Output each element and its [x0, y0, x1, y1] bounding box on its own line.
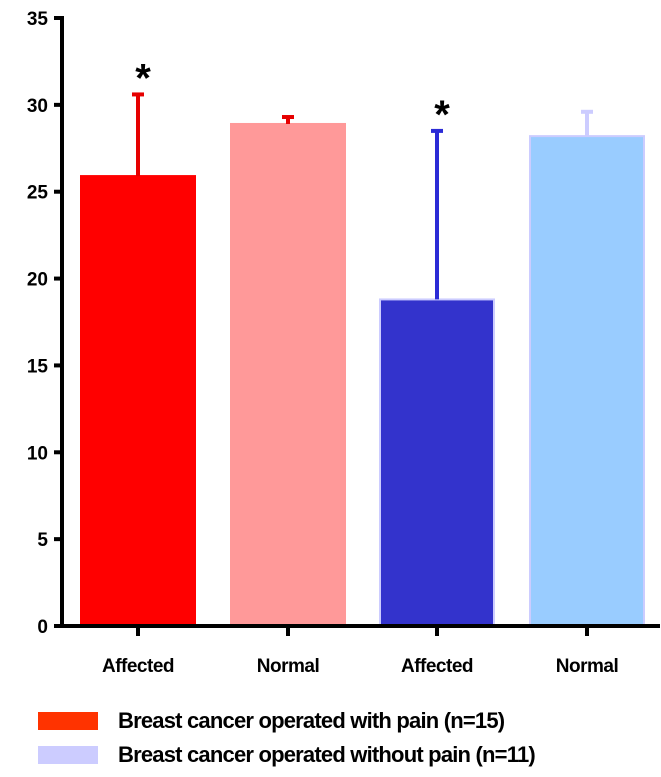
y-tick-label-10: 10	[27, 443, 48, 464]
y-tick-label-20: 20	[27, 270, 48, 291]
error-bars-layer	[132, 92, 593, 300]
bar-chart: * * 0 5 10 15 20 25 30 35 Affected Normal Affected No…	[27, 9, 660, 677]
bar-1	[80, 175, 196, 628]
legend-item-with-pain: Breast cancer operated with pain (n=15)	[38, 704, 535, 738]
x-tick-label-2: Normal	[257, 656, 319, 677]
legend-label-without-pain: Breast cancer operated without pain (n=1…	[118, 742, 536, 767]
legend-swatch-without-pain	[38, 746, 98, 764]
y-tick-label-25: 25	[27, 183, 49, 204]
bar-3	[379, 298, 495, 627]
y-tick-label-30: 30	[27, 96, 48, 117]
labels-layer: * * 0 5 10 15 20 25 30 35 Affected Normal Affected No…	[27, 9, 619, 677]
legend-label-with-pain: Breast cancer operated with pain (n=15)	[118, 708, 505, 733]
x-tick-label-4: Normal	[556, 656, 618, 677]
bar-4	[529, 135, 645, 628]
y-tick-label-5: 5	[37, 530, 48, 551]
bar-2	[230, 122, 346, 627]
bars-layer	[80, 122, 645, 628]
x-tick-label-1: Affected	[102, 656, 174, 677]
legend: Breast cancer operated with pain (n=15) …	[38, 704, 536, 772]
legend-item-without-pain: Breast cancer operated without pain (n=1…	[38, 738, 536, 772]
legend-swatch-with-pain	[38, 712, 98, 730]
axes	[54, 16, 660, 636]
significance-marker-1: *	[135, 56, 151, 100]
x-tick-label-3: Affected	[401, 656, 473, 677]
y-tick-label-0: 0	[37, 617, 48, 638]
y-tick-label-15: 15	[27, 356, 49, 377]
y-tick-label-35: 35	[27, 9, 49, 30]
significance-marker-3: *	[434, 93, 450, 137]
